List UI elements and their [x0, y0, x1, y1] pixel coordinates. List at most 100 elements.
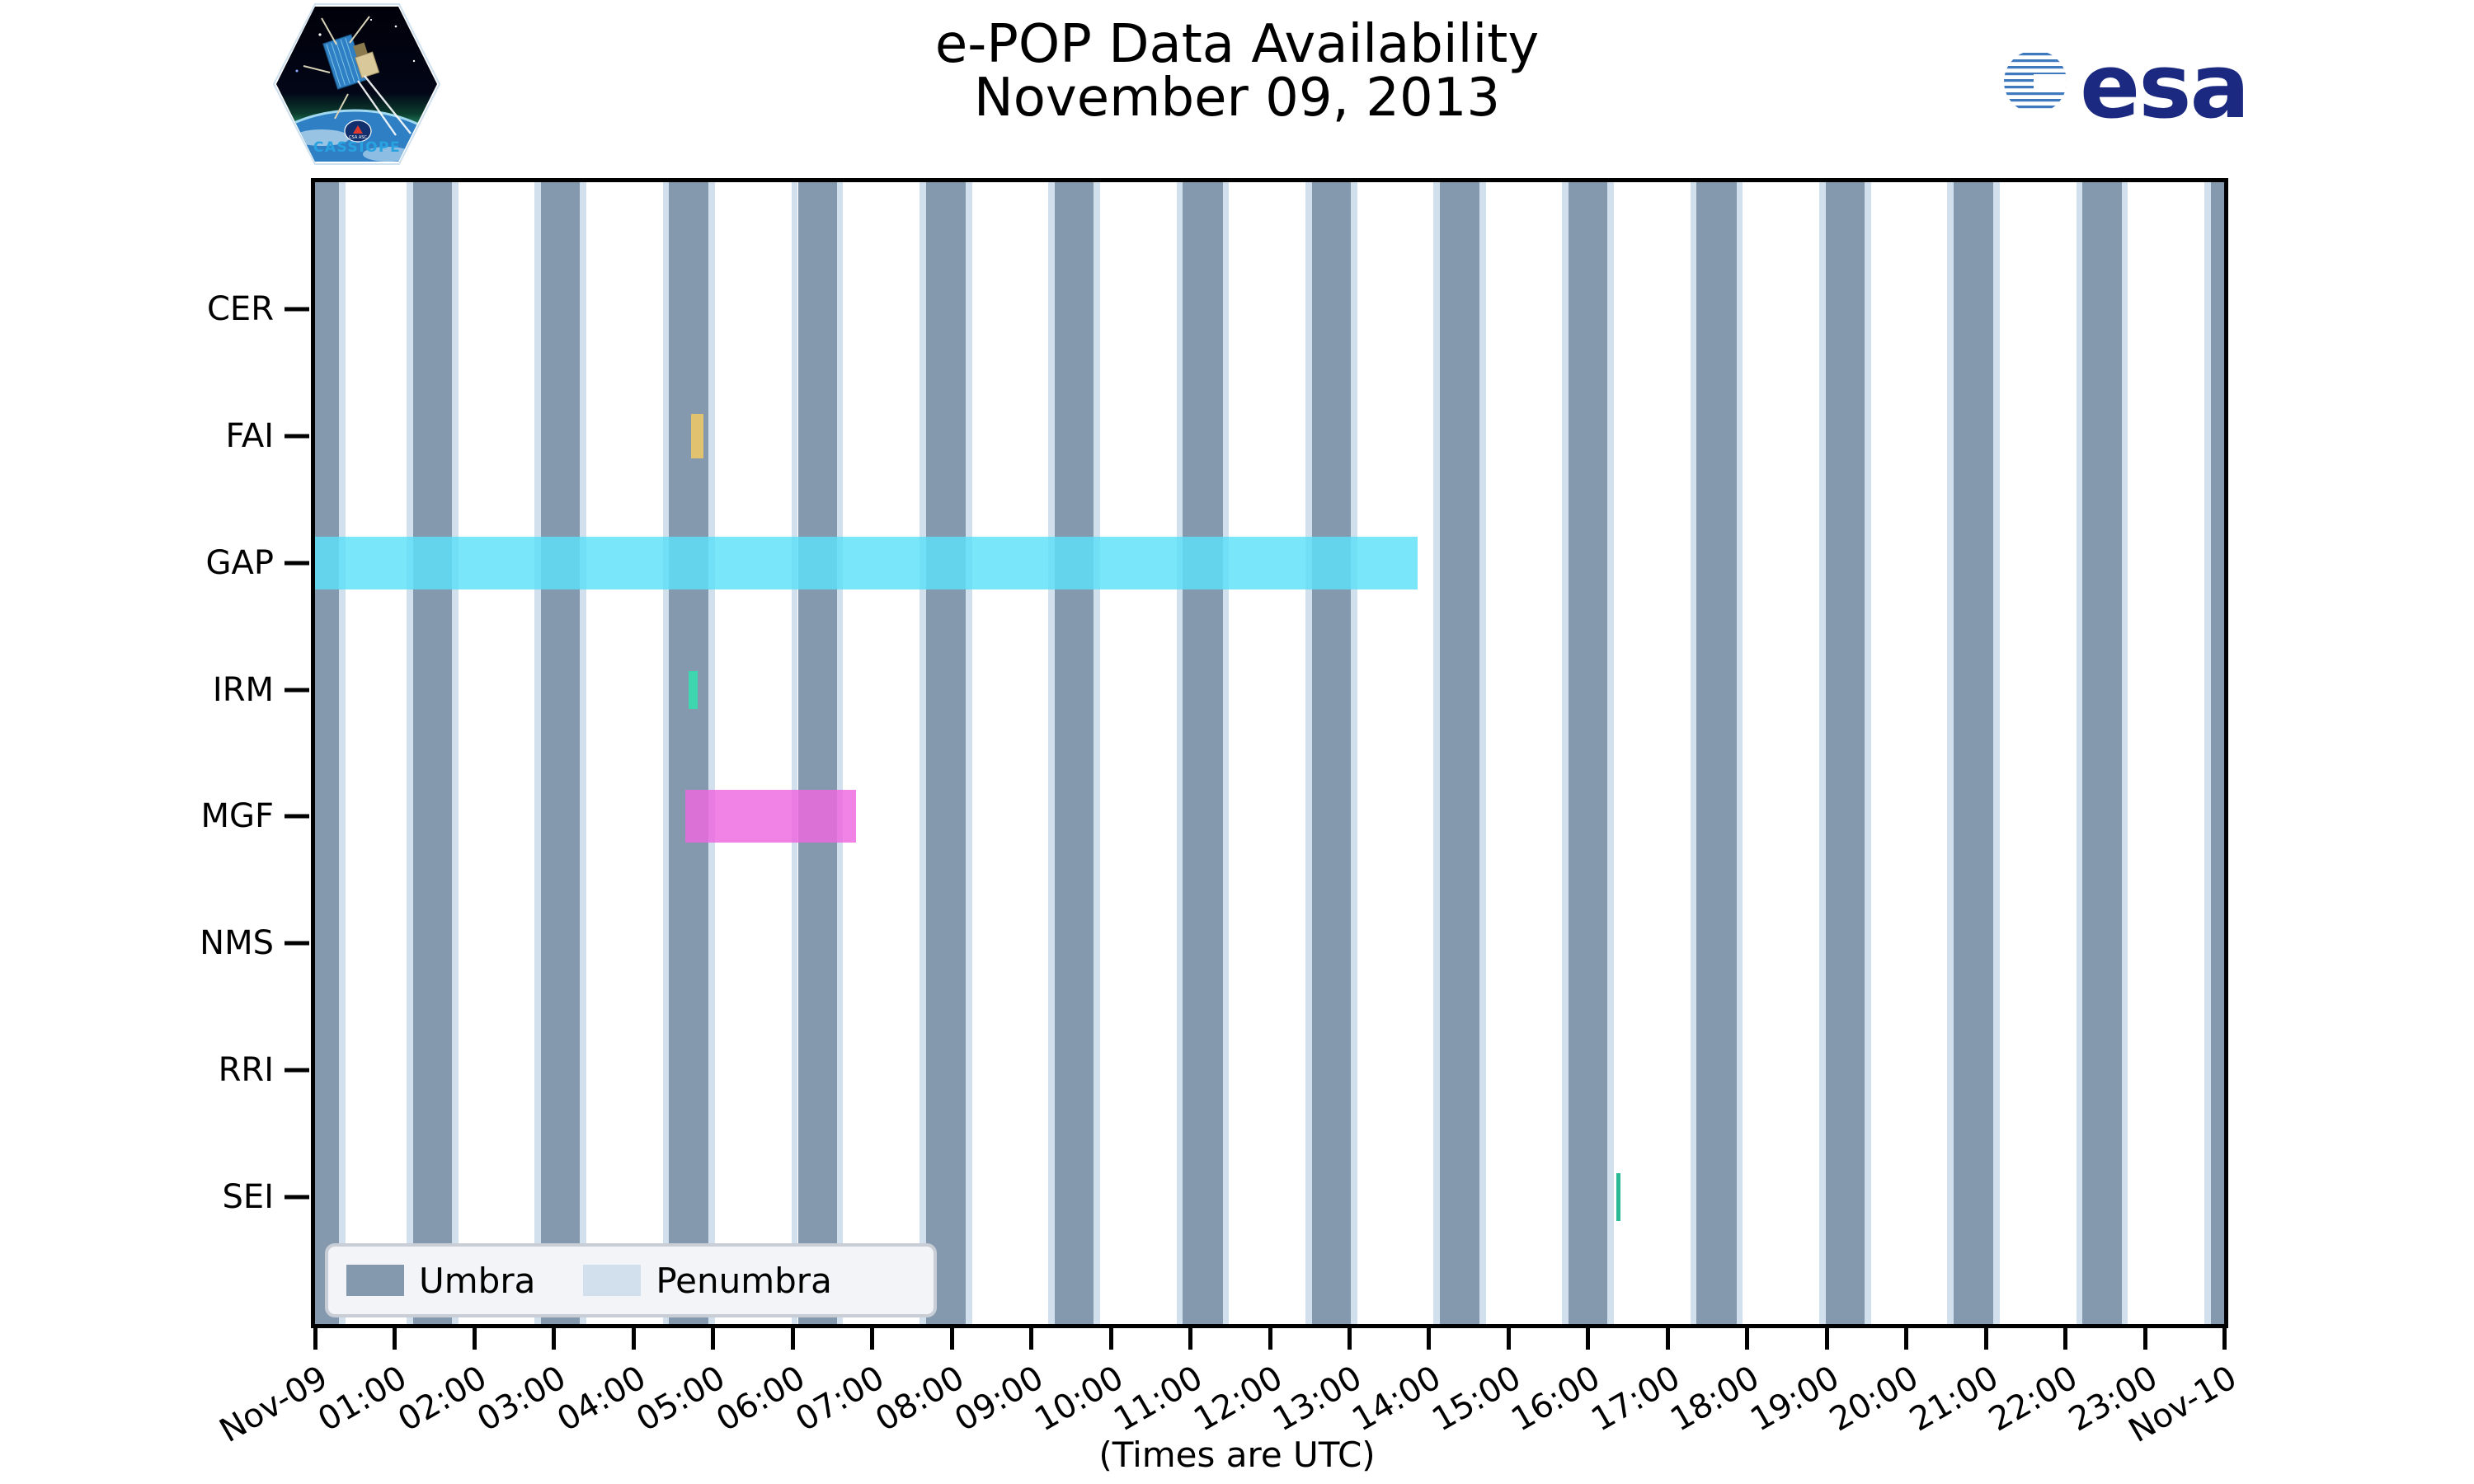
y-tick-mark — [285, 307, 309, 312]
y-tick-label-gap: GAP — [205, 543, 274, 582]
x-tick-mark — [1347, 1328, 1352, 1350]
penumbra-band — [1865, 182, 1871, 1324]
penumbra-band — [451, 182, 459, 1324]
esa-logo: esa — [1946, 12, 2317, 152]
legend-label-umbra: Umbra — [419, 1260, 536, 1301]
y-tick-mark — [285, 434, 309, 439]
penumbra-band — [1048, 182, 1056, 1324]
y-tick-mark — [285, 941, 309, 946]
availability-bar-fai — [691, 413, 703, 458]
penumbra-band — [1305, 182, 1312, 1324]
availability-bar-mgf — [685, 790, 856, 843]
penumbra-band — [1947, 182, 1954, 1324]
penumbra-band — [534, 182, 541, 1324]
penumbra-band — [2076, 182, 2083, 1324]
y-tick-label-cer: CER — [207, 289, 274, 328]
x-tick-mark — [1586, 1328, 1591, 1350]
svg-text:CSA ASC: CSA ASC — [349, 135, 367, 140]
legend-label-penumbra: Penumbra — [656, 1260, 832, 1301]
penumbra-band — [2121, 182, 2128, 1324]
availability-bar-gap — [315, 536, 1418, 589]
x-tick-mark — [1029, 1328, 1034, 1350]
x-tick-mark — [2063, 1328, 2068, 1350]
penumbra-band — [2204, 182, 2211, 1324]
y-tick-label-mgf: MGF — [200, 797, 274, 836]
y-tick-label-fai: FAI — [225, 416, 275, 455]
x-tick-mark — [1108, 1328, 1113, 1350]
penumbra-band — [708, 182, 716, 1324]
penumbra-band — [1176, 182, 1183, 1324]
x-tick-mark — [1745, 1328, 1750, 1350]
x-tick-mark — [1665, 1328, 1670, 1350]
x-tick-mark — [2142, 1328, 2147, 1350]
title-line-2: November 09, 2013 — [973, 68, 1501, 129]
penumbra-band — [1433, 182, 1440, 1324]
page-title: e-POP Data Availability November 09, 201… — [577, 14, 1897, 129]
legend-entry-penumbra[interactable]: Penumbra — [583, 1261, 832, 1301]
y-tick-mark — [285, 1068, 309, 1073]
umbra-band — [1311, 182, 1351, 1324]
umbra-band — [1696, 182, 1737, 1324]
y-tick-mark — [285, 688, 309, 693]
esa-logo-svg: esa — [1965, 23, 2250, 139]
y-tick-label-sei: SEI — [222, 1178, 274, 1217]
availability-bar-irm — [689, 670, 698, 709]
x-tick-mark — [1824, 1328, 1829, 1350]
y-tick-label-nms: NMS — [200, 924, 274, 963]
penumbra-band — [662, 182, 670, 1324]
umbra-band — [1183, 182, 1223, 1324]
x-tick-mark — [393, 1328, 397, 1350]
x-tick-mark — [1506, 1328, 1511, 1350]
x-axis-caption: (Times are UTC) — [1098, 1435, 1376, 1475]
penumbra-band — [920, 182, 926, 1324]
umbra-band — [1439, 182, 1480, 1324]
availability-bar-sei — [1616, 1173, 1621, 1222]
x-tick-mark — [313, 1328, 317, 1350]
umbra-band — [412, 182, 452, 1324]
penumbra-band — [1562, 182, 1569, 1324]
esa-wordmark: esa — [2080, 35, 2248, 139]
legend-swatch-penumbra — [583, 1265, 642, 1296]
penumbra-band — [338, 182, 346, 1324]
penumbra-band — [1690, 182, 1697, 1324]
umbra-band — [797, 182, 837, 1324]
x-tick-mark — [552, 1328, 557, 1350]
y-tick-mark — [285, 561, 309, 566]
x-tick-mark — [1427, 1328, 1432, 1350]
penumbra-band — [1819, 182, 1826, 1324]
x-tick-mark — [1268, 1328, 1272, 1350]
penumbra-band — [1607, 182, 1615, 1324]
legend-swatch-umbra — [346, 1265, 404, 1296]
x-tick-mark — [790, 1328, 795, 1350]
title-line-1: e-POP Data Availability — [934, 14, 1540, 75]
legend-entry-umbra[interactable]: Umbra — [346, 1261, 535, 1301]
x-tick-mark — [631, 1328, 636, 1350]
penumbra-band — [580, 182, 586, 1324]
x-tick-mark — [1904, 1328, 1909, 1350]
x-tick-mark — [711, 1328, 716, 1350]
penumbra-band — [1736, 182, 1743, 1324]
penumbra-band — [791, 182, 798, 1324]
penumbra-band — [1993, 182, 2000, 1324]
plot-area — [311, 178, 2228, 1328]
x-tick-mark — [1983, 1328, 1988, 1350]
x-tick-mark — [1188, 1328, 1193, 1350]
umbra-band — [1569, 182, 1608, 1324]
plot-inner — [315, 182, 2224, 1324]
umbra-band — [925, 182, 967, 1324]
penumbra-band — [1094, 182, 1101, 1324]
umbra-band — [540, 182, 581, 1324]
umbra-band — [315, 182, 339, 1324]
x-tick-mark — [472, 1328, 477, 1350]
cassiope-logo-svg: CSA ASC CASSIOPE — [272, 3, 441, 165]
penumbra-band — [1222, 182, 1230, 1324]
umbra-band — [669, 182, 709, 1324]
penumbra-band — [1350, 182, 1357, 1324]
y-tick-label-rri: RRI — [218, 1051, 274, 1090]
umbra-band — [1055, 182, 1094, 1324]
cassiope-mission-logo: CSA ASC CASSIOPE — [272, 2, 441, 167]
penumbra-band — [406, 182, 413, 1324]
penumbra-band — [836, 182, 844, 1324]
umbra-band — [2210, 182, 2224, 1324]
